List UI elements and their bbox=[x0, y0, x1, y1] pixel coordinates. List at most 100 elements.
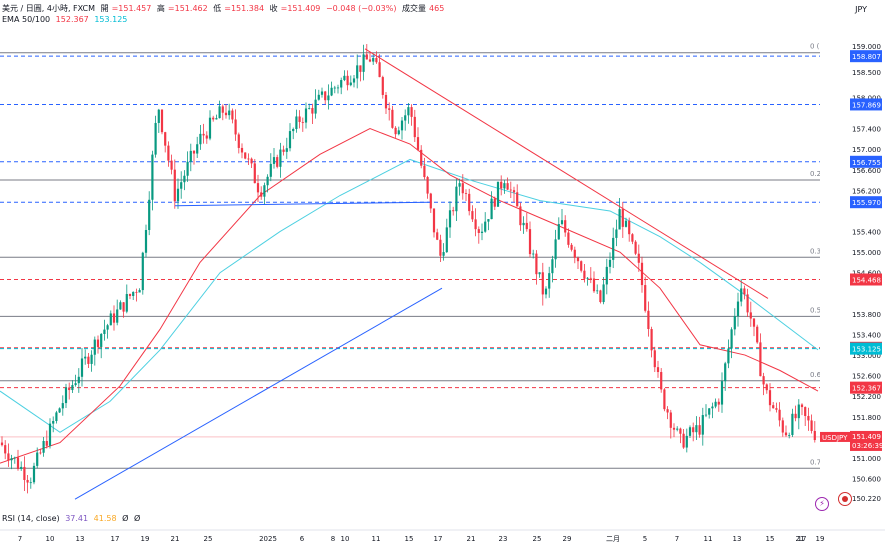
candle-body bbox=[647, 310, 650, 330]
candles bbox=[0, 44, 816, 494]
time-tick-label: 15 bbox=[766, 535, 775, 543]
candle-body bbox=[100, 333, 103, 347]
price-tick-label: 153.000 bbox=[852, 352, 881, 360]
candle-body bbox=[346, 75, 349, 86]
candle-body bbox=[484, 221, 487, 232]
candle-body bbox=[304, 108, 308, 123]
candle-body bbox=[746, 294, 749, 313]
candle-body bbox=[711, 406, 714, 409]
price-tick-label: 150.220 bbox=[852, 495, 881, 503]
candle-body bbox=[586, 277, 589, 279]
price-tick-label: 151.000 bbox=[852, 455, 881, 463]
candle-body bbox=[797, 404, 800, 419]
time-tick-label: 19 bbox=[816, 535, 825, 543]
candle-body bbox=[810, 420, 813, 431]
ema-label[interactable]: EMA 50/100 bbox=[2, 15, 51, 24]
candle-body bbox=[698, 425, 701, 435]
candle-body bbox=[212, 117, 215, 120]
candle-body bbox=[32, 465, 36, 483]
candle-body bbox=[765, 384, 768, 391]
candle-body bbox=[128, 294, 132, 296]
candle-body bbox=[506, 183, 509, 190]
candle-body bbox=[77, 376, 80, 384]
record-icon[interactable] bbox=[838, 492, 853, 506]
time-tick-label: 6 bbox=[300, 535, 305, 543]
candle-body bbox=[730, 329, 733, 349]
price-label-bg bbox=[850, 342, 882, 355]
candle-body bbox=[596, 290, 599, 292]
candle-body bbox=[20, 466, 23, 469]
time-tick-label: 29 bbox=[563, 535, 572, 543]
candle-body bbox=[4, 445, 7, 454]
candle-body bbox=[276, 157, 279, 167]
candle-body bbox=[631, 234, 634, 242]
candle-body bbox=[84, 356, 87, 359]
candle-body bbox=[452, 210, 455, 212]
price-tick-label: 152.200 bbox=[852, 393, 881, 401]
rsi-v1: 37.41 bbox=[65, 514, 89, 523]
candle-body bbox=[391, 109, 394, 128]
price-tick-label: 158.500 bbox=[852, 69, 881, 77]
candle-body bbox=[183, 175, 186, 183]
countdown-label: 03:26:39 bbox=[852, 442, 883, 450]
candle-body bbox=[570, 244, 573, 250]
rsi-label[interactable]: RSI (14, close) bbox=[2, 514, 60, 523]
candle-body bbox=[324, 91, 327, 101]
candle-body bbox=[676, 428, 679, 430]
candle-body bbox=[141, 252, 144, 291]
time-tick-label: 13 bbox=[733, 535, 742, 543]
candle-body bbox=[573, 249, 576, 258]
candle-body bbox=[624, 220, 628, 227]
candle-body bbox=[464, 193, 468, 195]
candle-body bbox=[157, 109, 160, 123]
trend-lines[interactable] bbox=[74, 48, 769, 500]
candle-body bbox=[36, 452, 39, 466]
candle-body bbox=[61, 403, 64, 409]
time-tick-label: 8 bbox=[331, 535, 335, 543]
candle-body bbox=[330, 87, 333, 96]
candle-body bbox=[781, 420, 784, 433]
candle-body bbox=[554, 239, 557, 260]
candle-body bbox=[256, 183, 260, 193]
candle-body bbox=[301, 121, 304, 123]
price-axis: 150.220 150.600 151.000 151.800 152.200 152.6… bbox=[820, 0, 885, 547]
lightning-icon[interactable]: ⚡ bbox=[815, 497, 829, 511]
candle-body bbox=[356, 65, 359, 79]
symbol-label[interactable]: 美元 / 日圓, 4小時, FXCM bbox=[2, 4, 96, 13]
candle-body bbox=[202, 133, 205, 136]
candle-body bbox=[148, 199, 151, 230]
price-label-bg bbox=[850, 98, 882, 111]
candle-body bbox=[791, 413, 794, 436]
time-tick-label: 17 bbox=[434, 535, 443, 543]
price-tick-label: 156.600 bbox=[852, 167, 881, 175]
candle-body bbox=[122, 302, 125, 312]
candle-body bbox=[199, 133, 202, 145]
currency-label[interactable]: JPY bbox=[855, 5, 867, 14]
candle-body bbox=[64, 387, 68, 404]
candle-body bbox=[608, 259, 612, 267]
candle-body bbox=[320, 91, 324, 95]
candle-body bbox=[231, 110, 234, 120]
candle-body bbox=[29, 482, 32, 484]
candle-body bbox=[365, 54, 368, 60]
candle-body bbox=[471, 211, 474, 220]
candle-body bbox=[522, 222, 525, 226]
candle-body bbox=[458, 183, 461, 187]
candle-body bbox=[404, 115, 407, 121]
candle-body bbox=[784, 432, 788, 436]
time-tick-label: 二月 bbox=[606, 535, 620, 543]
header-ema: EMA 50/100 152.367 153.125 bbox=[2, 15, 130, 24]
candle-body bbox=[653, 350, 656, 368]
candle-body bbox=[496, 181, 500, 207]
candle-body bbox=[666, 409, 669, 413]
candle-body bbox=[90, 354, 93, 364]
candle-body bbox=[164, 132, 167, 146]
candle-body bbox=[10, 458, 13, 461]
candle-body bbox=[247, 158, 250, 160]
ema50-line bbox=[0, 128, 819, 464]
candle-body bbox=[375, 57, 378, 63]
fib-grid: 0 (158.874)0.236 (156.40.382 (154.90.5 (… bbox=[0, 43, 856, 469]
candle-body bbox=[250, 158, 253, 164]
candle-body bbox=[135, 291, 138, 293]
